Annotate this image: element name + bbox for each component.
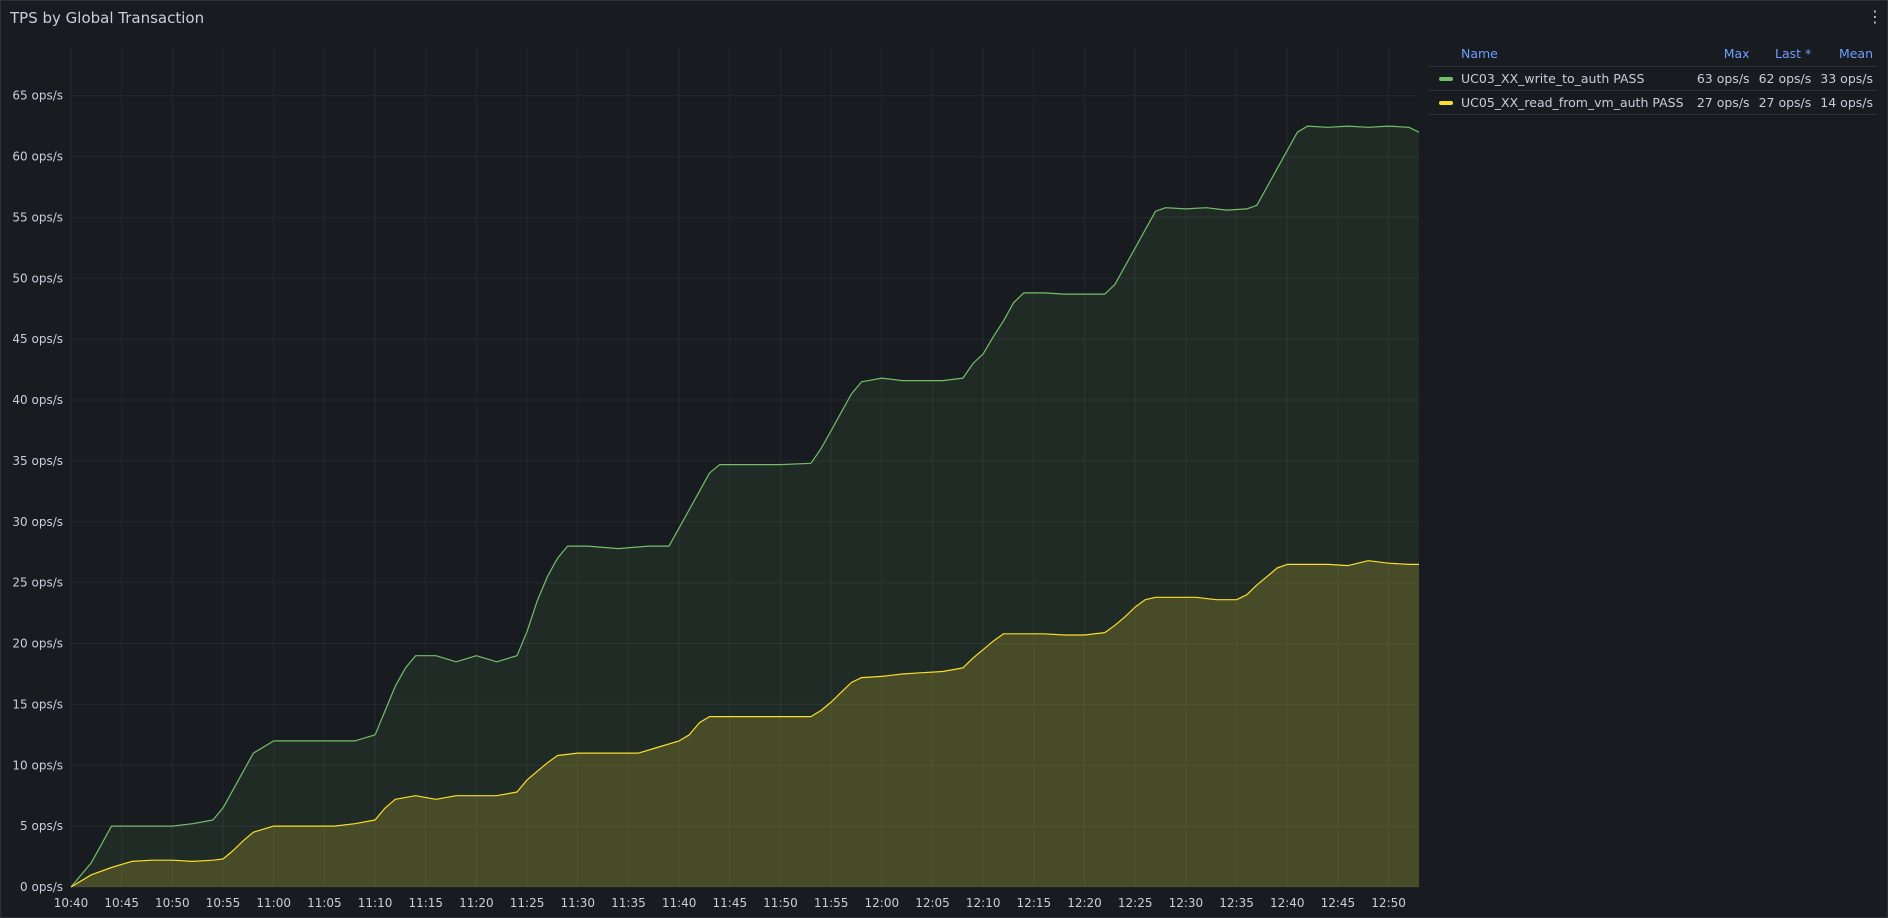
legend-header-name[interactable]: Name (1429, 41, 1692, 67)
y-tick-label: 40 ops/s (12, 393, 63, 407)
legend-header-last[interactable]: Last * (1753, 41, 1816, 67)
x-tick-label: 11:50 (763, 896, 798, 910)
x-tick-label: 11:35 (611, 896, 646, 910)
legend-mean: 33 ops/s (1815, 66, 1877, 91)
series-line (70, 560, 1419, 888)
y-tick-label: 55 ops/s (12, 210, 63, 224)
y-tick-label: 25 ops/s (12, 576, 63, 590)
series-color-swatch (1439, 76, 1453, 81)
panel-header: TPS by Global Transaction ⋮ (1, 1, 1887, 35)
legend-table: Name Max Last * Mean UC03_XX_write_to_au… (1429, 41, 1877, 115)
x-tick-label: 11:25 (510, 896, 545, 910)
x-tick-label: 10:40 (54, 896, 89, 910)
y-tick-label: 15 ops/s (12, 697, 63, 711)
x-tick-label: 11:30 (560, 896, 595, 910)
chart-area: 0 ops/s 5 ops/s 10 ops/s 15 ops/s 20 ops/s 25… (12, 47, 1420, 910)
legend-series-name[interactable]: UC03_XX_write_to_auth PASS (1429, 66, 1692, 91)
legend: Name Max Last * Mean UC03_XX_write_to_au… (1429, 41, 1877, 115)
x-tick-label: 10:45 (104, 896, 139, 910)
x-tick-label: 11:00 (256, 896, 291, 910)
legend-header-row: Name Max Last * Mean (1429, 41, 1877, 67)
x-tick-label: 12:45 (1321, 896, 1356, 910)
x-tick-label: 11:45 (713, 896, 748, 910)
series-area (71, 126, 1419, 888)
y-tick-label: 60 ops/s (12, 150, 63, 164)
x-tick-label: 10:50 (155, 896, 190, 910)
legend-row[interactable]: UC05_XX_read_from_vm_auth PASS 27 ops/s … (1429, 90, 1877, 115)
y-tick-label: 5 ops/s (20, 819, 63, 833)
legend-last: 62 ops/s (1753, 66, 1816, 91)
y-tick-label: 10 ops/s (12, 758, 63, 772)
y-tick-label: 0 ops/s (20, 880, 63, 894)
x-tick-label: 12:05 (915, 896, 950, 910)
legend-max: 63 ops/s (1691, 66, 1754, 91)
series-line (70, 125, 1420, 888)
legend-series-name[interactable]: UC05_XX_read_from_vm_auth PASS (1429, 90, 1692, 115)
legend-header-mean[interactable]: Mean (1815, 41, 1877, 67)
x-tick-label: 12:10 (966, 896, 1001, 910)
x-tick-label: 11:15 (408, 896, 443, 910)
x-tick-label: 11:05 (307, 896, 342, 910)
x-tick-label: 12:35 (1219, 896, 1254, 910)
menu-icon[interactable]: ⋮ (1867, 7, 1883, 26)
legend-series-label: UC05_XX_read_from_vm_auth PASS (1461, 95, 1684, 110)
y-tick-label: 30 ops/s (12, 515, 63, 529)
series-color-swatch (1439, 100, 1453, 105)
x-tick-label: 12:15 (1017, 896, 1052, 910)
y-tick-label: 50 ops/s (12, 271, 63, 285)
x-tick-label: 11:20 (459, 896, 494, 910)
x-tick-label: 12:20 (1067, 896, 1102, 910)
legend-max: 27 ops/s (1691, 90, 1754, 115)
legend-last: 27 ops/s (1753, 90, 1816, 115)
y-tick-label: 20 ops/s (12, 637, 63, 651)
x-tick-label: 10:55 (206, 896, 241, 910)
x-tick-label: 11:55 (814, 896, 849, 910)
x-tick-label: 12:50 (1371, 896, 1406, 910)
x-tick-label: 12:30 (1169, 896, 1204, 910)
x-tick-label: 12:40 (1270, 896, 1305, 910)
legend-mean: 14 ops/s (1815, 90, 1877, 115)
x-tick-label: 12:00 (865, 896, 900, 910)
x-tick-label: 11:10 (358, 896, 393, 910)
panel-title: TPS by Global Transaction (10, 9, 205, 27)
y-tick-label: 35 ops/s (12, 454, 63, 468)
x-tick-label: 11:40 (662, 896, 697, 910)
series-area (71, 560, 1419, 887)
legend-header-max[interactable]: Max (1691, 41, 1754, 67)
y-tick-label: 45 ops/s (12, 332, 63, 346)
y-tick-label: 65 ops/s (12, 89, 63, 103)
x-tick-label: 12:25 (1118, 896, 1153, 910)
legend-series-label: UC03_XX_write_to_auth PASS (1461, 71, 1645, 86)
legend-row[interactable]: UC03_XX_write_to_auth PASS 63 ops/s 62 o… (1429, 66, 1877, 91)
